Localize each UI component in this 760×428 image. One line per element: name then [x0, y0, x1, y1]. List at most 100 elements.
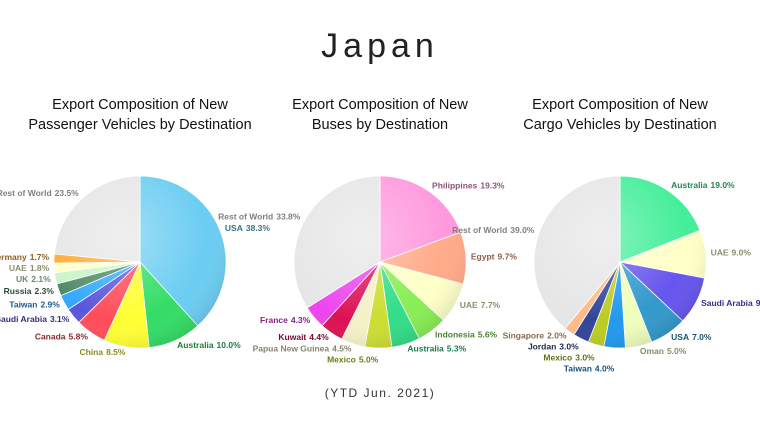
slice-label: UK 2.1%	[16, 274, 51, 284]
slice-label-name: Papua New Guinea	[253, 344, 330, 354]
slice-label-value: 5.3%	[447, 344, 467, 354]
slice-label-value: 1.8%	[30, 263, 50, 273]
slice-label-value: 9.0%	[756, 298, 760, 308]
slice-label-name: Jordan	[528, 342, 556, 352]
slice-label: Singapore 2.0%	[503, 331, 567, 341]
slice-label: Egypt 9.7%	[471, 252, 517, 262]
slice-label-value: 33.8%	[276, 212, 301, 222]
footnote: (YTD Jun. 2021)	[325, 386, 436, 400]
slice-label: Australia 10.0%	[177, 340, 241, 350]
slice-label-value: 4.4%	[309, 332, 329, 342]
slice-label: China 8.5%	[79, 347, 125, 357]
slice-label-value: 2.0%	[547, 331, 567, 341]
slice-label-value: 8.5%	[106, 347, 126, 357]
chart-title: Export Composition of New	[532, 97, 708, 113]
slice-label-name: Germany	[0, 252, 27, 262]
slice-label-name: Mexico	[543, 353, 572, 363]
slice-label: Taiwan 2.9%	[9, 300, 60, 310]
slice-label-name: Taiwan	[9, 300, 37, 310]
slice-label: Indonesia 5.6%	[435, 330, 498, 340]
slice-label: USA 38.3%	[225, 223, 270, 233]
slice-label-name: France	[260, 315, 288, 325]
slice-label-value: 5.6%	[478, 330, 498, 340]
slice-label-name: Australia	[177, 340, 214, 350]
chart-title: Passenger Vehicles by Destination	[28, 117, 251, 133]
slice-label: Jordan 3.0%	[528, 342, 579, 352]
slice-label: Rest of World 23.5%	[0, 188, 79, 198]
pie-chart: Export Composition of New Passenger Vehic…	[0, 97, 270, 357]
slice-label-value: 2.9%	[40, 300, 60, 310]
slice-label: Rest of World 39.0%	[452, 225, 535, 235]
slice-label: Papua New Guinea 4.5%	[253, 344, 352, 354]
slice-label-value: 5.0%	[667, 346, 687, 356]
slice-label-value: 19.0%	[711, 180, 736, 190]
slice-label-value: 10.0%	[217, 340, 242, 350]
chart-title: Export Composition of New	[292, 97, 468, 113]
slice-label: Mexico 5.0%	[327, 355, 379, 365]
slice-label: UAE 1.8%	[9, 263, 50, 273]
slice-label-value: 2.1%	[31, 274, 51, 284]
slice-label-name: UK	[16, 274, 29, 284]
slice-label-name: Rest of World	[452, 225, 507, 235]
slice-label-value: 38.3%	[246, 223, 271, 233]
slice-label-value: 23.5%	[55, 188, 80, 198]
slice-label-name: Australia	[671, 180, 708, 190]
slice-label-value: 9.0%	[732, 248, 752, 258]
slice-label: Oman 5.0%	[640, 346, 687, 356]
slice-label-name: Kuwait	[278, 332, 306, 342]
slice-label-name: UAE	[711, 248, 729, 258]
chart-title: Cargo Vehicles by Destination	[523, 117, 716, 133]
slice-label-name: USA	[225, 223, 243, 233]
slice-label-value: 7.7%	[481, 300, 501, 310]
slice-label-name: Philippines	[432, 181, 478, 191]
slice-label-name: Mexico	[327, 355, 356, 365]
slice-label-name: Egypt	[471, 252, 495, 262]
slice-label-name: Canada	[35, 332, 66, 342]
slice-label: Australia 5.3%	[407, 344, 466, 354]
slice-label: Russia 2.3%	[4, 286, 55, 296]
slice-label: Germany1.7%	[0, 252, 50, 262]
slice-label: Australia 19.0%	[671, 180, 735, 190]
slice-label: UAE 7.7%	[460, 300, 501, 310]
slice-label-value: 5.0%	[359, 355, 379, 365]
slice-label-name: Saudi Arabia	[701, 298, 753, 308]
slice-label-name: UAE	[460, 300, 478, 310]
slice-label-value: 3.0%	[575, 353, 595, 363]
slice-label: Rest of World 33.8%	[218, 212, 301, 222]
slice-label-value: 5.8%	[69, 332, 89, 342]
slice-label-value: 4.5%	[332, 344, 352, 354]
page-title: Japan	[321, 27, 439, 65]
slice-label-value: 3.1%	[50, 314, 70, 324]
slice-label-value: 7.0%	[692, 332, 712, 342]
slice-label-value: 39.0%	[510, 225, 535, 235]
slice-label: Canada 5.8%	[35, 332, 89, 342]
slice-label-name: USA	[671, 332, 689, 342]
slice-label-name: Singapore	[503, 331, 545, 341]
slice-label-name: Australia	[407, 344, 444, 354]
slice-label: Taiwan 4.0%	[564, 364, 615, 374]
slice-label-name: Oman	[640, 346, 664, 356]
slice-label-name: Saudi Arabia	[0, 314, 47, 324]
slice-label: Philippines 19.3%	[432, 181, 505, 191]
chart-title: Export Composition of New	[52, 97, 228, 113]
slice-label: France 4.3%	[260, 315, 311, 325]
slice-label: Mexico 3.0%	[543, 353, 595, 363]
slice-label-value: 2.3%	[35, 286, 55, 296]
slice-label: Kuwait 4.4%	[278, 332, 329, 342]
slice-label: UAE 9.0%	[711, 248, 752, 258]
slice-label-value: 4.0%	[595, 364, 615, 374]
slice-label-name: Rest of World	[0, 188, 52, 198]
slice-label-name: Rest of World	[218, 212, 273, 222]
slice-label-value: 9.7%	[498, 252, 518, 262]
slice-label-value: 1.7%	[30, 252, 50, 262]
slice-label-name: Russia	[4, 286, 32, 296]
slice-label: USA 7.0%	[671, 332, 712, 342]
slice-label-name: Indonesia	[435, 330, 475, 340]
slice-label-value: 19.3%	[480, 181, 505, 191]
slice-label: Saudi Arabia 3.1%	[0, 314, 70, 324]
chart-title: Buses by Destination	[312, 117, 448, 133]
slice-label-value: 3.0%	[559, 342, 579, 352]
